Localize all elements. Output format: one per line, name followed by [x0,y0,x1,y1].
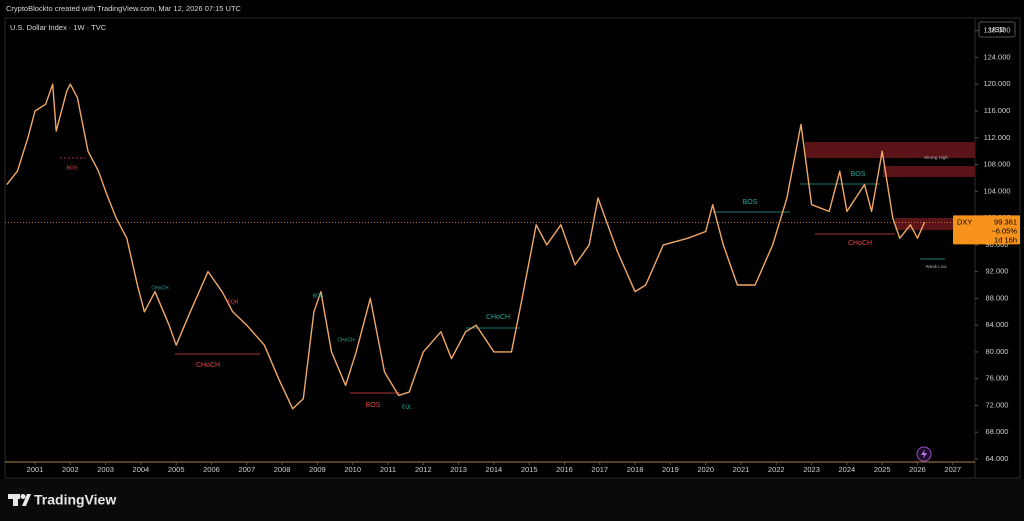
annotation: CHoCH [848,240,872,247]
logo-part [13,494,18,506]
y-tick-label: 108.000 [983,160,1010,169]
supply-zone [805,142,975,158]
x-tick-label: 2002 [62,465,79,474]
annotation: BOS [743,199,758,206]
annotation: BOS [67,165,78,171]
price-label: 99.361 [994,217,1017,226]
alert-icon-bolt [921,449,927,459]
x-tick-label: 2026 [909,465,926,474]
annotation: BOS [366,402,381,409]
currency-box[interactable] [978,21,1016,38]
x-tick-label: 2023 [803,465,820,474]
x-tick-label: 2020 [697,465,714,474]
y-tick-label: 88.000 [986,293,1009,302]
x-tick-label: 2013 [450,465,467,474]
x-tick-label: 2001 [27,465,44,474]
y-tick-label: 80.000 [986,347,1009,356]
x-tick-label: 2014 [486,465,503,474]
x-tick-label: 2003 [97,465,114,474]
x-tick-label: 2005 [168,465,185,474]
y-tick-label: 72.000 [986,400,1009,409]
currency-label[interactable]: USD [989,25,1005,34]
x-tick-label: 2004 [133,465,150,474]
change-label: −6.05% [991,226,1017,235]
y-tick-label: 68.000 [986,427,1009,436]
y-tick-label: 124.000 [983,52,1010,61]
supply-zone [883,166,975,177]
price-box [953,215,1020,245]
y-tick-label: 76.000 [986,374,1009,383]
symbol-label: DXY [957,217,972,226]
y-tick-label: 84.000 [986,320,1009,329]
y-tick-label: 116.000 [984,106,1011,115]
x-tick-label: 2021 [733,465,750,474]
x-tick-label: 2009 [309,465,326,474]
x-tick-label: 2007 [238,465,255,474]
x-tick-label: 2012 [415,465,432,474]
structure-lines [60,157,945,394]
header-text: CryptoBlockto created with TradingView.c… [6,4,242,13]
annotation: CHoCH [151,285,169,291]
annotation: CHoCH [486,314,510,321]
x-tick-label: 2008 [274,465,291,474]
x-tick-label: 2027 [944,465,961,474]
annotation: Strong High [924,155,948,160]
logo-part [22,494,31,506]
annotation: EQL [402,404,412,410]
countdown-label: 1d 16h [994,235,1017,244]
y-tick-label: 64.000 [986,454,1009,463]
x-tick-label: 2025 [874,465,891,474]
x-tick-label: 2022 [768,465,785,474]
y-tick-label: 92.000 [986,267,1009,276]
y-tick-label: 120.000 [983,79,1010,88]
x-tick-label: 2017 [591,465,608,474]
x-tick-label: 2018 [627,465,644,474]
x-tick-label: 2016 [556,465,573,474]
annotation: CHoCH [196,362,220,369]
x-tick-label: 2010 [344,465,361,474]
price-line [6,83,926,410]
annotation: Weak Low [926,264,948,269]
footer [0,479,1024,521]
chart-title: U.S. Dollar Index · 1W · TVC [10,23,107,32]
y-tick-label: 128.000 [983,26,1010,35]
brand-logo [8,494,31,506]
x-tick-label: 2019 [662,465,679,474]
x-tick-label: 2011 [380,465,396,474]
logo-part [20,494,26,499]
annotation: BOS [851,171,866,178]
y-tick-label: 112.000 [984,133,1011,142]
x-tick-label: 2006 [203,465,220,474]
chart-frame [4,17,1021,479]
x-tick-label: 2015 [521,465,538,474]
annotation: EQH [228,299,239,305]
brand-name: TradingView [34,492,116,508]
x-tick-label: 2024 [839,465,856,474]
annotation: CHoCH [337,337,355,343]
annotation: BOS [313,293,324,299]
y-tick-label: 104.000 [983,186,1010,195]
